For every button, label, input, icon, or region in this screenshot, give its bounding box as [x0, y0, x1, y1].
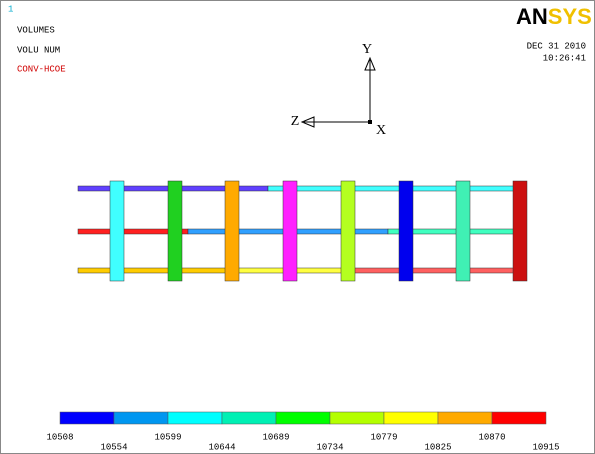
legend-band	[222, 412, 276, 424]
legend-band	[438, 412, 492, 424]
plate	[513, 181, 527, 281]
window-number: 1	[8, 4, 13, 14]
plate	[110, 181, 124, 281]
z-label: Z	[291, 114, 300, 129]
legend-label: 10779	[370, 432, 397, 442]
date: DEC 31 2010	[527, 41, 586, 51]
plot-line: VOLU NUM	[17, 45, 60, 55]
legend-label: 10554	[100, 442, 127, 452]
plate	[283, 181, 297, 281]
legend-label: 10508	[46, 432, 73, 442]
rod	[78, 268, 228, 273]
plot-line: CONV-HCOE	[17, 64, 66, 74]
plate	[456, 181, 470, 281]
plate	[225, 181, 239, 281]
frame	[1, 1, 595, 454]
legend-band	[330, 412, 384, 424]
plate	[341, 181, 355, 281]
time: 10:26:41	[543, 53, 586, 63]
plate	[168, 181, 182, 281]
legend-band	[384, 412, 438, 424]
legend-band	[168, 412, 222, 424]
legend-label: 10870	[478, 432, 505, 442]
plot-line: VOLUMES	[17, 25, 55, 35]
y-label: Y	[362, 42, 372, 57]
legend-band	[114, 412, 168, 424]
legend-band	[492, 412, 546, 424]
logo: ANSYS	[516, 4, 592, 29]
rod	[268, 186, 520, 191]
legend-label: 10915	[532, 442, 559, 452]
x-label: X	[376, 123, 386, 138]
page: {"header": {"window_number": "1", "lines…	[0, 0, 595, 454]
rod	[348, 268, 520, 273]
legend-label: 10689	[262, 432, 289, 442]
plate	[399, 181, 413, 281]
legend-label: 10599	[154, 432, 181, 442]
legend-label: 10644	[208, 442, 235, 452]
origin	[368, 120, 372, 124]
legend-band	[276, 412, 330, 424]
legend-label: 10825	[424, 442, 451, 452]
legend-band	[60, 412, 114, 424]
graphics-window: 1 VOLUMES VOLU NUM CONV-HCOE ANSYS DEC 3…	[0, 0, 595, 454]
legend-label: 10734	[316, 442, 343, 452]
